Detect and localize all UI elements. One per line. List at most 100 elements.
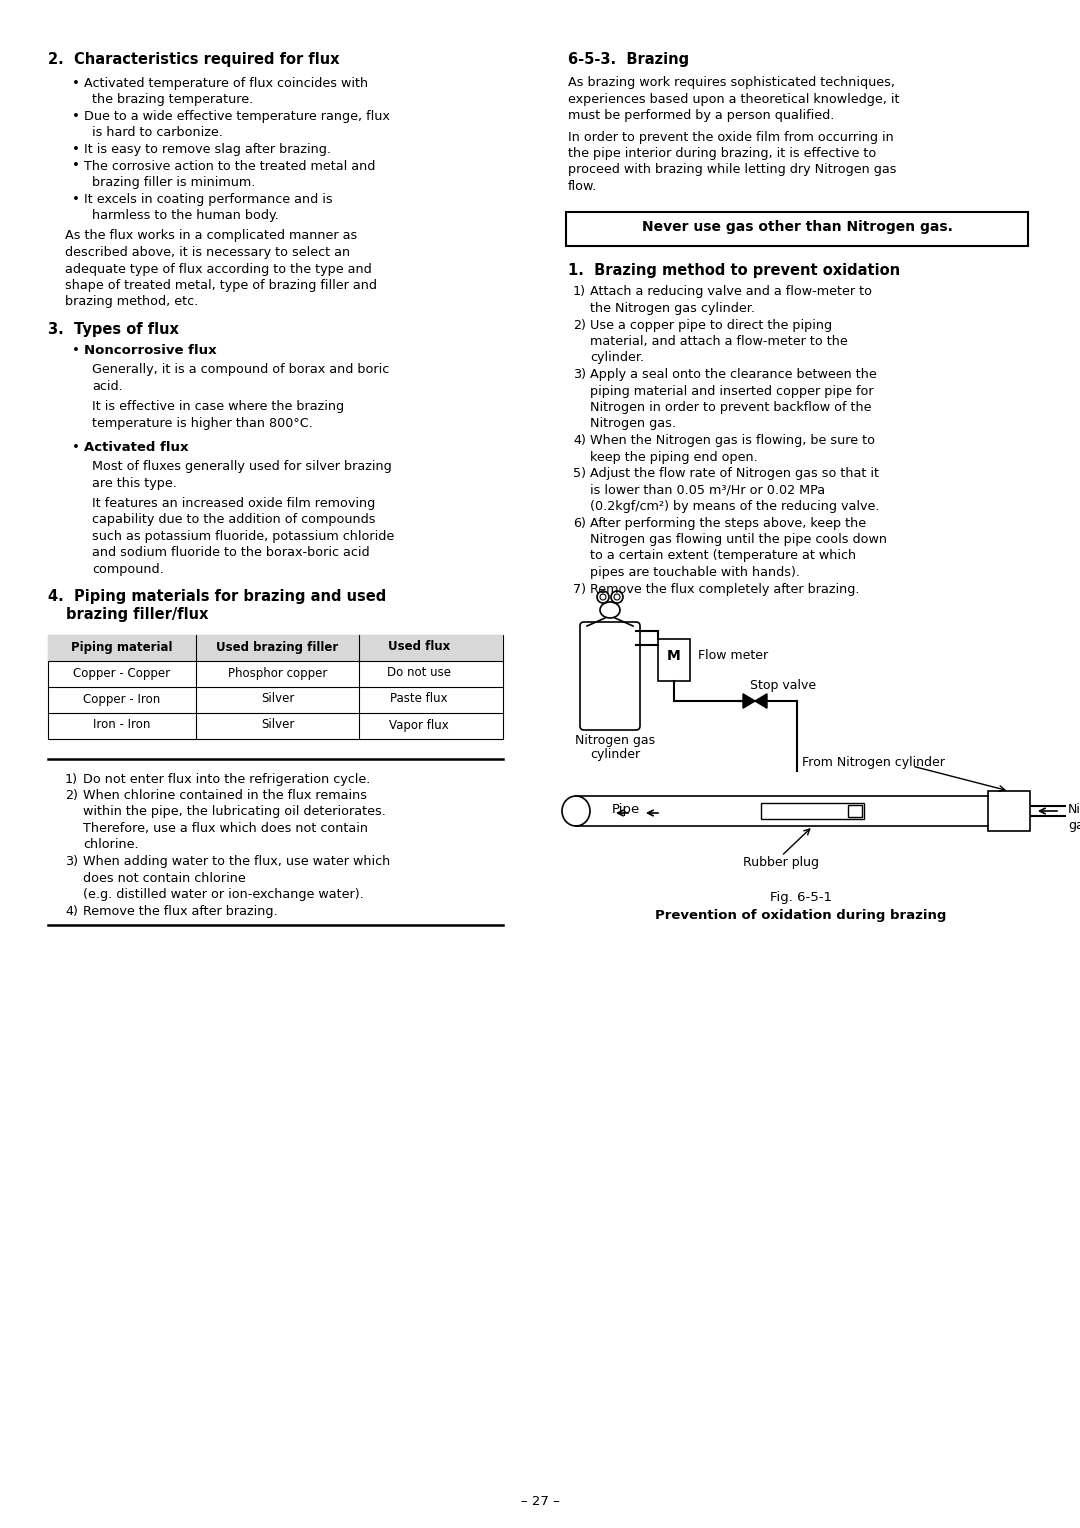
Text: acid.: acid. xyxy=(92,379,123,393)
Text: Phosphor copper: Phosphor copper xyxy=(228,666,327,680)
Text: 1.  Brazing method to prevent oxidation: 1. Brazing method to prevent oxidation xyxy=(568,263,900,278)
Text: Pipe: Pipe xyxy=(612,804,640,816)
Text: within the pipe, the lubricating oil deteriorates.: within the pipe, the lubricating oil det… xyxy=(83,805,386,819)
Text: to a certain extent (temperature at which: to a certain extent (temperature at whic… xyxy=(590,550,856,562)
Text: Adjust the flow rate of Nitrogen gas so that it: Adjust the flow rate of Nitrogen gas so … xyxy=(590,468,879,480)
Text: Do not use: Do not use xyxy=(387,666,451,680)
Text: 3): 3) xyxy=(65,856,78,868)
Text: Paste flux: Paste flux xyxy=(390,692,448,706)
Text: the brazing temperature.: the brazing temperature. xyxy=(92,93,253,107)
Text: 4): 4) xyxy=(65,905,78,917)
Text: 7): 7) xyxy=(573,582,586,596)
Text: harmless to the human body.: harmless to the human body. xyxy=(92,209,279,222)
FancyBboxPatch shape xyxy=(580,622,640,730)
Text: It features an increased oxide film removing: It features an increased oxide film remo… xyxy=(92,497,375,510)
Bar xyxy=(48,634,503,660)
Bar xyxy=(48,634,503,738)
Text: brazing method, etc.: brazing method, etc. xyxy=(65,295,199,309)
Text: 5): 5) xyxy=(573,468,586,480)
Text: brazing filler is minimum.: brazing filler is minimum. xyxy=(92,176,255,189)
Text: •: • xyxy=(72,442,80,454)
Text: Copper - Copper: Copper - Copper xyxy=(73,666,171,680)
Text: It is effective in case where the brazing: It is effective in case where the brazin… xyxy=(92,400,345,413)
Text: Remove the flux after brazing.: Remove the flux after brazing. xyxy=(83,905,278,917)
Bar xyxy=(658,639,690,681)
Text: •: • xyxy=(72,159,80,173)
Text: is hard to carbonize.: is hard to carbonize. xyxy=(92,127,222,139)
Text: When adding water to the flux, use water which: When adding water to the flux, use water… xyxy=(83,856,390,868)
Text: It is easy to remove slag after brazing.: It is easy to remove slag after brazing. xyxy=(84,144,330,156)
Text: does not contain chlorine: does not contain chlorine xyxy=(83,871,246,885)
Text: Rubber plug: Rubber plug xyxy=(743,856,820,869)
Text: 2): 2) xyxy=(65,788,78,802)
Text: Nitrogen gas flowing until the pipe cools down: Nitrogen gas flowing until the pipe cool… xyxy=(590,533,887,545)
Text: material, and attach a flow-meter to the: material, and attach a flow-meter to the xyxy=(590,335,848,348)
Text: proceed with brazing while letting dry Nitrogen gas: proceed with brazing while letting dry N… xyxy=(568,163,896,177)
Text: •: • xyxy=(72,144,80,156)
Circle shape xyxy=(597,591,609,604)
Text: cylinder.: cylinder. xyxy=(590,351,644,365)
Text: •: • xyxy=(72,193,80,205)
Polygon shape xyxy=(755,694,767,707)
Text: Copper - Iron: Copper - Iron xyxy=(83,692,161,706)
Text: piping material and inserted copper pipe for: piping material and inserted copper pipe… xyxy=(590,385,874,397)
Text: the pipe interior during brazing, it is effective to: the pipe interior during brazing, it is … xyxy=(568,147,876,160)
Text: is lower than 0.05 m³/Hr or 0.02 MPa: is lower than 0.05 m³/Hr or 0.02 MPa xyxy=(590,483,825,497)
Text: 4.  Piping materials for brazing and used: 4. Piping materials for brazing and used xyxy=(48,590,387,605)
Text: Apply a seal onto the clearance between the: Apply a seal onto the clearance between … xyxy=(590,368,877,380)
Text: adequate type of flux according to the type and: adequate type of flux according to the t… xyxy=(65,263,372,275)
Text: The corrosive action to the treated metal and: The corrosive action to the treated meta… xyxy=(84,159,376,173)
Text: Used flux: Used flux xyxy=(388,640,450,654)
Text: From Nitrogen cylinder: From Nitrogen cylinder xyxy=(802,756,945,769)
Circle shape xyxy=(600,594,606,601)
Text: •: • xyxy=(72,344,80,358)
Text: 4): 4) xyxy=(573,434,585,448)
Text: Piping material: Piping material xyxy=(71,640,173,654)
Circle shape xyxy=(611,591,623,604)
Text: Use a copper pipe to direct the piping: Use a copper pipe to direct the piping xyxy=(590,318,832,332)
Text: – 27 –: – 27 – xyxy=(521,1494,559,1508)
Text: Generally, it is a compound of borax and boric: Generally, it is a compound of borax and… xyxy=(92,364,389,376)
Text: flow.: flow. xyxy=(568,180,597,193)
Text: •: • xyxy=(72,110,80,122)
Text: experiences based upon a theoretical knowledge, it: experiences based upon a theoretical kno… xyxy=(568,93,900,105)
Text: Never use gas other than Nitrogen gas.: Never use gas other than Nitrogen gas. xyxy=(642,220,953,234)
Ellipse shape xyxy=(600,602,620,617)
Text: When chlorine contained in the flux remains: When chlorine contained in the flux rema… xyxy=(83,788,367,802)
Text: Most of fluxes generally used for silver brazing: Most of fluxes generally used for silver… xyxy=(92,460,392,474)
Text: Attach a reducing valve and a flow-meter to: Attach a reducing valve and a flow-meter… xyxy=(590,286,872,298)
Bar xyxy=(988,792,1030,831)
Text: Prevention of oxidation during brazing: Prevention of oxidation during brazing xyxy=(654,909,946,921)
Text: Nitrogen gas: Nitrogen gas xyxy=(575,733,656,747)
Bar xyxy=(576,796,988,827)
Text: 3): 3) xyxy=(573,368,586,380)
Text: Stop valve: Stop valve xyxy=(750,678,816,692)
Text: and sodium fluoride to the borax-boric acid: and sodium fluoride to the borax-boric a… xyxy=(92,547,369,559)
Text: cylinder: cylinder xyxy=(590,749,640,761)
Bar xyxy=(849,805,863,817)
Text: 1): 1) xyxy=(65,773,78,785)
Text: Iron - Iron: Iron - Iron xyxy=(93,718,151,732)
Bar xyxy=(761,802,864,819)
Text: 6): 6) xyxy=(573,516,585,530)
Text: Remove the flux completely after brazing.: Remove the flux completely after brazing… xyxy=(590,582,860,596)
Text: are this type.: are this type. xyxy=(92,477,177,489)
Text: Activated flux: Activated flux xyxy=(84,442,189,454)
Text: In order to prevent the oxide film from occurring in: In order to prevent the oxide film from … xyxy=(568,130,894,144)
Text: Activated temperature of flux coincides with: Activated temperature of flux coincides … xyxy=(84,76,368,90)
Ellipse shape xyxy=(562,796,590,827)
Text: keep the piping end open.: keep the piping end open. xyxy=(590,451,758,463)
Text: Silver: Silver xyxy=(260,718,294,732)
Text: brazing filler/flux: brazing filler/flux xyxy=(66,608,208,622)
Text: Nitrogen in order to prevent backflow of the: Nitrogen in order to prevent backflow of… xyxy=(590,400,872,414)
Polygon shape xyxy=(743,694,755,707)
Text: described above, it is necessary to select an: described above, it is necessary to sele… xyxy=(65,246,350,260)
Text: When the Nitrogen gas is flowing, be sure to: When the Nitrogen gas is flowing, be sur… xyxy=(590,434,875,448)
Text: •: • xyxy=(72,76,80,90)
Text: gas: gas xyxy=(1068,819,1080,833)
Text: such as potassium fluoride, potassium chloride: such as potassium fluoride, potassium ch… xyxy=(92,530,394,542)
Bar xyxy=(566,211,1028,246)
Text: Fig. 6-5-1: Fig. 6-5-1 xyxy=(769,891,832,905)
Text: Nitrogen: Nitrogen xyxy=(1068,804,1080,816)
Text: capability due to the addition of compounds: capability due to the addition of compou… xyxy=(92,513,376,527)
